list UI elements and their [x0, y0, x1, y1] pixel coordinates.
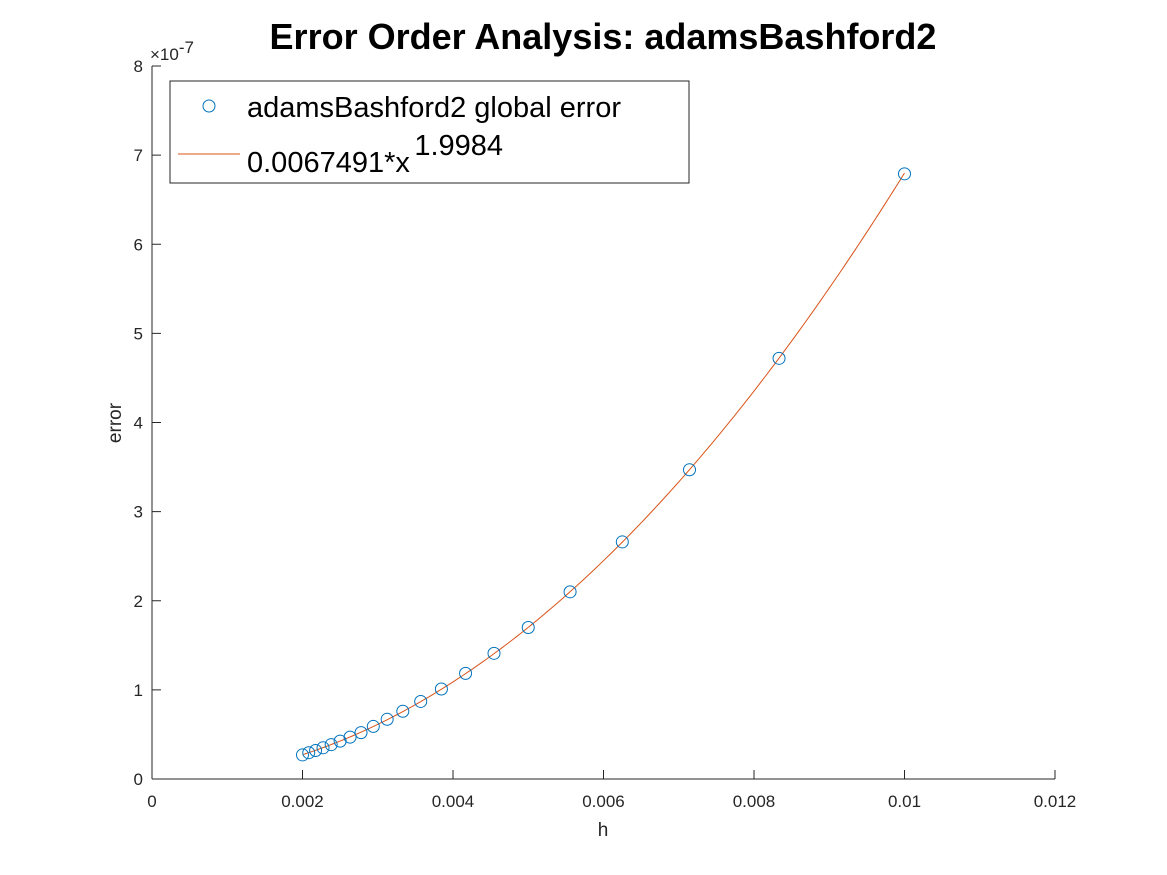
data-point: [615, 535, 629, 549]
x-tick-label: 0.012: [1034, 792, 1077, 811]
y-tick-label: 8: [134, 57, 143, 76]
x-tick-label: 0.002: [281, 792, 324, 811]
x-axis-label: h: [598, 820, 609, 841]
y-axis-label: error: [105, 402, 126, 443]
legend-label-fit-base: 0.0067491*x: [247, 147, 410, 179]
data-point: [380, 712, 394, 726]
legend-box: [169, 80, 690, 184]
y-axis-ticks: 0 1 2 3 4 5 6 7 8: [134, 57, 161, 789]
data-point: [366, 719, 380, 733]
legend: adamsBashford2 global error 0.0067491*x …: [169, 80, 690, 184]
legend-marker-icon: [202, 99, 216, 113]
y-tick-label: 0: [134, 770, 143, 789]
data-point: [316, 741, 330, 755]
legend-label-error: adamsBashford2 global error: [247, 92, 621, 124]
x-tick-label: 0.01: [888, 792, 921, 811]
fit-curve: [302, 172, 905, 756]
data-point: [324, 738, 338, 752]
error-markers: [296, 167, 911, 762]
data-point: [414, 694, 428, 708]
y-tick-label: 3: [134, 503, 143, 522]
x-axis-ticks: 0 0.002 0.004 0.006 0.008 0.01 0.012: [147, 770, 1076, 811]
data-point: [333, 734, 347, 748]
x-tick-label: 0: [147, 792, 156, 811]
data-point: [563, 585, 577, 599]
data-point: [302, 746, 316, 760]
data-point: [396, 704, 410, 718]
y-tick-label: 6: [134, 235, 143, 254]
data-point: [296, 748, 309, 762]
chart-title: Error Order Analysis: adamsBashford2: [270, 16, 937, 57]
y-axis-exponent: ×10-7: [150, 38, 194, 64]
y-tick-label: 2: [134, 592, 143, 611]
data-point: [434, 682, 448, 696]
y-tick-label: 4: [134, 414, 143, 433]
legend-label-fit: 0.0067491*x 1.9984: [247, 130, 503, 179]
data-point: [487, 646, 501, 660]
y-tick-label: 1: [134, 681, 143, 700]
data-point: [772, 351, 786, 365]
y-tick-label: 7: [134, 146, 143, 165]
y-tick-label: 5: [134, 324, 143, 343]
x-tick-label: 0.004: [432, 792, 475, 811]
y-axis-exponent-base: ×10: [150, 45, 179, 64]
data-point: [459, 666, 473, 680]
data-point: [521, 620, 535, 634]
data-point: [354, 726, 368, 740]
x-tick-label: 0.006: [582, 792, 625, 811]
legend-label-fit-exponent: 1.9984: [414, 130, 503, 162]
y-axis-exponent-power: -7: [179, 38, 194, 57]
data-point: [898, 167, 911, 181]
data-point: [309, 743, 323, 757]
plot-area: [152, 66, 1055, 779]
data-point: [683, 463, 697, 477]
x-tick-label: 0.008: [733, 792, 776, 811]
